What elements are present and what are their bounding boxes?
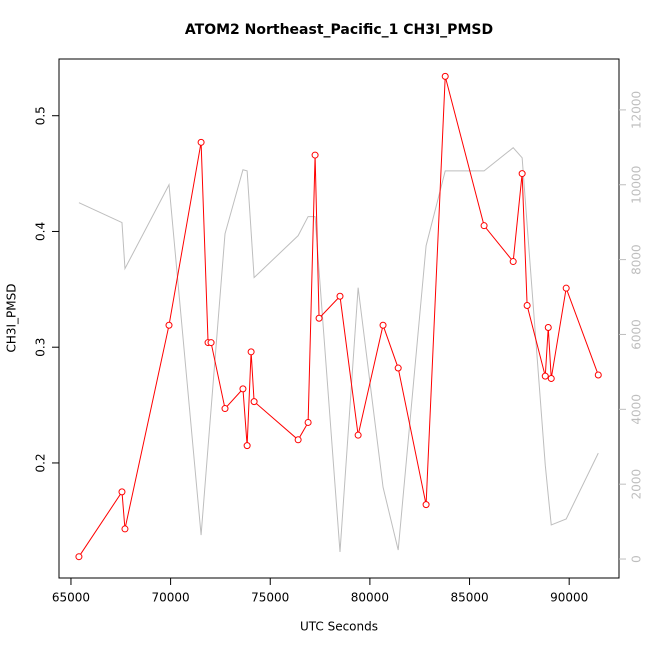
chart-title: ATOM2 Northeast_Pacific_1 CH3I_PMSD <box>185 22 493 38</box>
x-tick-label: 75000 <box>251 591 289 605</box>
y-tick-label: 0.2 <box>34 453 48 472</box>
x-axis-title: UTC Seconds <box>300 620 378 634</box>
data-point <box>354 431 362 439</box>
y2-tick-label: 8000 <box>630 244 644 275</box>
data-point <box>544 324 552 332</box>
data-point <box>243 442 251 450</box>
y-axis-title: CH3I_PMSD <box>5 283 19 352</box>
data-point <box>207 339 215 347</box>
x-tick-label: 90000 <box>550 591 588 605</box>
series-line <box>78 147 599 552</box>
y-tick-label: 0.4 <box>34 222 48 241</box>
y2-tick-label: 0 <box>630 555 644 563</box>
y2-tick-label: 10000 <box>630 166 644 204</box>
y2-tick-label: 2000 <box>630 469 644 500</box>
data-point <box>480 222 488 230</box>
data-point <box>247 348 255 356</box>
series-line <box>78 76 599 557</box>
data-point <box>118 488 126 496</box>
data-point <box>547 374 555 382</box>
x-tick-label: 85000 <box>450 591 488 605</box>
data-point <box>562 284 570 292</box>
y2-tick-label: 12000 <box>630 91 644 129</box>
data-point <box>336 292 344 300</box>
data-point <box>509 258 517 266</box>
data-point <box>422 501 430 509</box>
data-point <box>394 364 402 372</box>
data-point <box>441 72 449 80</box>
data-point <box>221 405 229 413</box>
data-point <box>594 371 602 379</box>
x-tick-label: 65000 <box>52 591 90 605</box>
data-point <box>518 170 526 178</box>
data-point <box>75 553 83 561</box>
data-point <box>165 321 173 329</box>
y-tick-label: 0.3 <box>34 338 48 357</box>
data-point <box>311 151 319 159</box>
data-point <box>121 525 129 533</box>
data-point <box>315 314 323 322</box>
x-tick-label: 80000 <box>351 591 389 605</box>
x-tick-label: 70000 <box>152 591 190 605</box>
data-point <box>304 418 312 426</box>
y-tick-label: 0.5 <box>34 106 48 125</box>
data-point <box>294 436 302 444</box>
data-point <box>523 302 531 310</box>
data-point <box>239 385 247 393</box>
data-point <box>250 398 258 406</box>
data-point <box>541 372 549 380</box>
y2-tick-label: 4000 <box>630 394 644 425</box>
plot-box <box>58 58 620 579</box>
y2-tick-label: 6000 <box>630 319 644 350</box>
data-point <box>379 321 387 329</box>
data-point <box>197 138 205 146</box>
